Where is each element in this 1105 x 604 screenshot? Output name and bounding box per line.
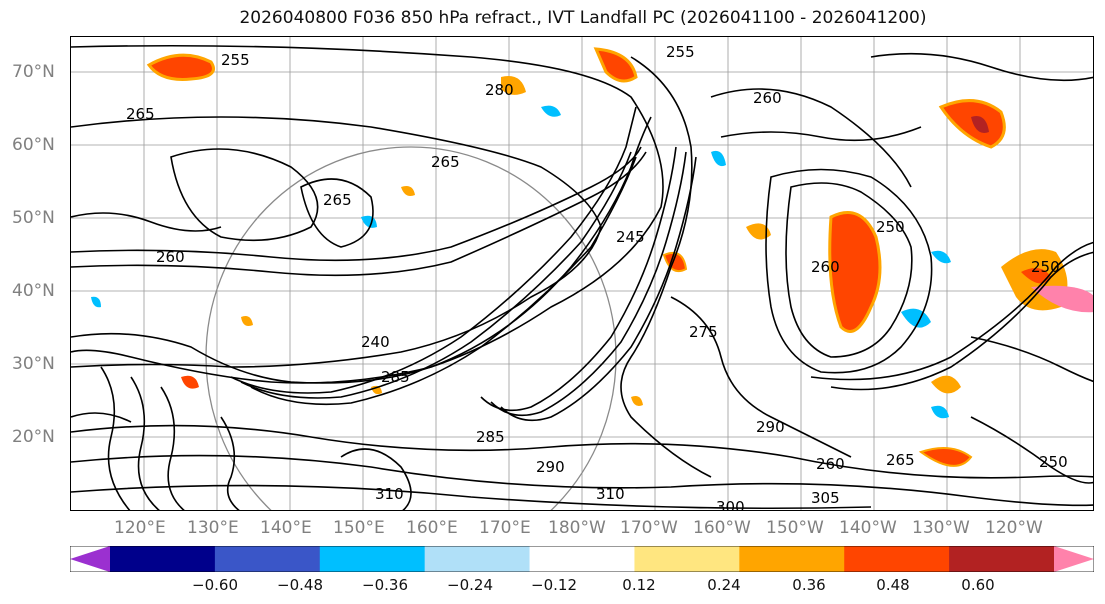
contour-label: 305 xyxy=(811,489,840,507)
lon-label: 150°E xyxy=(333,518,385,538)
lon-label: 170°E xyxy=(479,518,531,538)
lon-label: 180°W xyxy=(548,518,606,538)
contour-label: 260 xyxy=(811,258,840,276)
contour-label: 285 xyxy=(381,368,410,386)
lon-label: 170°W xyxy=(620,518,678,538)
lon-label: 140°W xyxy=(839,518,897,538)
contour-lines xyxy=(71,44,1093,510)
colorbar-tick: −0.24 xyxy=(447,576,493,594)
lat-label: 20°N xyxy=(12,427,55,447)
contour-label: 265 xyxy=(126,105,155,123)
contour-label: 250 xyxy=(876,218,905,236)
lon-label: 130°E xyxy=(187,518,239,538)
contour-label: 260 xyxy=(816,455,845,473)
colorbar-segment xyxy=(949,546,1055,572)
contour-label: 255 xyxy=(221,51,250,69)
colorbar-segment xyxy=(529,546,635,572)
colorbar-tick: 0.24 xyxy=(707,576,741,594)
figure-title: 2026040800 F036 850 hPa refract., IVT La… xyxy=(239,8,927,28)
lon-label: 130°W xyxy=(912,518,970,538)
map-canvas: 255 260 265 265 260 265 255 250 245 240 … xyxy=(71,37,1093,511)
landfall-region-outline xyxy=(205,146,617,510)
colorbar-tick: 0.36 xyxy=(792,576,826,594)
contour-labels: 255 260 265 265 260 265 255 250 245 240 … xyxy=(126,43,1068,511)
contour-label: 250 xyxy=(1031,258,1060,276)
colorbar-tick: 0.12 xyxy=(622,576,656,594)
colorbar-tick: −0.36 xyxy=(362,576,408,594)
contour-label: 240 xyxy=(361,333,390,351)
map-panel: 255 260 265 265 260 265 255 250 245 240 … xyxy=(70,36,1094,511)
lat-label: 50°N xyxy=(12,208,55,228)
contour-label: 245 xyxy=(616,228,645,246)
contour-label: 255 xyxy=(666,43,695,61)
colorbar-segment xyxy=(214,546,321,572)
colorbar-tick: −0.60 xyxy=(192,576,238,594)
contour-label: 265 xyxy=(431,153,460,171)
lon-label: 120°W xyxy=(985,518,1043,538)
contour-label: 310 xyxy=(375,485,404,503)
colorbar xyxy=(70,546,1094,572)
lon-label: 120°E xyxy=(114,518,166,538)
contour-label: 260 xyxy=(753,89,782,107)
contour-label: 280 xyxy=(485,81,514,99)
lon-label: 150°W xyxy=(766,518,824,538)
contour-label: 275 xyxy=(689,323,718,341)
colorbar-tick: 0.60 xyxy=(961,576,995,594)
colorbar-segment xyxy=(319,546,426,572)
colorbar-segment xyxy=(634,546,740,572)
anomaly-patches xyxy=(91,47,1093,467)
colorbar-tick: −0.12 xyxy=(531,576,577,594)
contour-label: 300 xyxy=(716,498,745,511)
colorbar-segment xyxy=(70,546,110,572)
contour-label: 310 xyxy=(596,485,625,503)
colorbar-segment xyxy=(110,546,216,572)
colorbar-tick: −0.48 xyxy=(277,576,323,594)
colorbar-tick: 0.48 xyxy=(876,576,910,594)
lon-label: 160°E xyxy=(406,518,458,538)
lat-label: 70°N xyxy=(12,62,55,82)
lat-label: 40°N xyxy=(12,281,55,301)
lat-label: 30°N xyxy=(12,354,55,374)
contour-label: 250 xyxy=(1039,453,1068,471)
contour-label: 265 xyxy=(323,191,352,209)
colorbar-segment xyxy=(844,546,950,572)
lon-label: 160°W xyxy=(693,518,751,538)
contour-label: 290 xyxy=(756,418,785,436)
colorbar-segment xyxy=(424,546,531,572)
lat-label: 60°N xyxy=(12,135,55,155)
contour-label: 285 xyxy=(476,428,505,446)
contour-label: 290 xyxy=(536,458,565,476)
colorbar-segment xyxy=(739,546,845,572)
contour-label: 260 xyxy=(156,248,185,266)
lon-label: 140°E xyxy=(260,518,312,538)
contour-label: 265 xyxy=(886,451,915,469)
colorbar-segments xyxy=(70,546,1094,572)
colorbar-segment xyxy=(1054,546,1094,572)
